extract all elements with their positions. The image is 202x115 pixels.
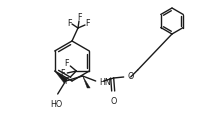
Text: F: F xyxy=(67,18,71,27)
Text: HN: HN xyxy=(100,78,112,87)
Text: F: F xyxy=(86,19,90,28)
Polygon shape xyxy=(83,76,90,88)
Text: HO: HO xyxy=(50,99,63,108)
Polygon shape xyxy=(55,71,67,83)
Text: F: F xyxy=(60,69,65,78)
Text: O: O xyxy=(128,72,134,81)
Text: O: O xyxy=(110,96,117,105)
Text: F: F xyxy=(77,13,81,22)
Text: F: F xyxy=(64,59,68,68)
Text: F: F xyxy=(64,76,68,85)
